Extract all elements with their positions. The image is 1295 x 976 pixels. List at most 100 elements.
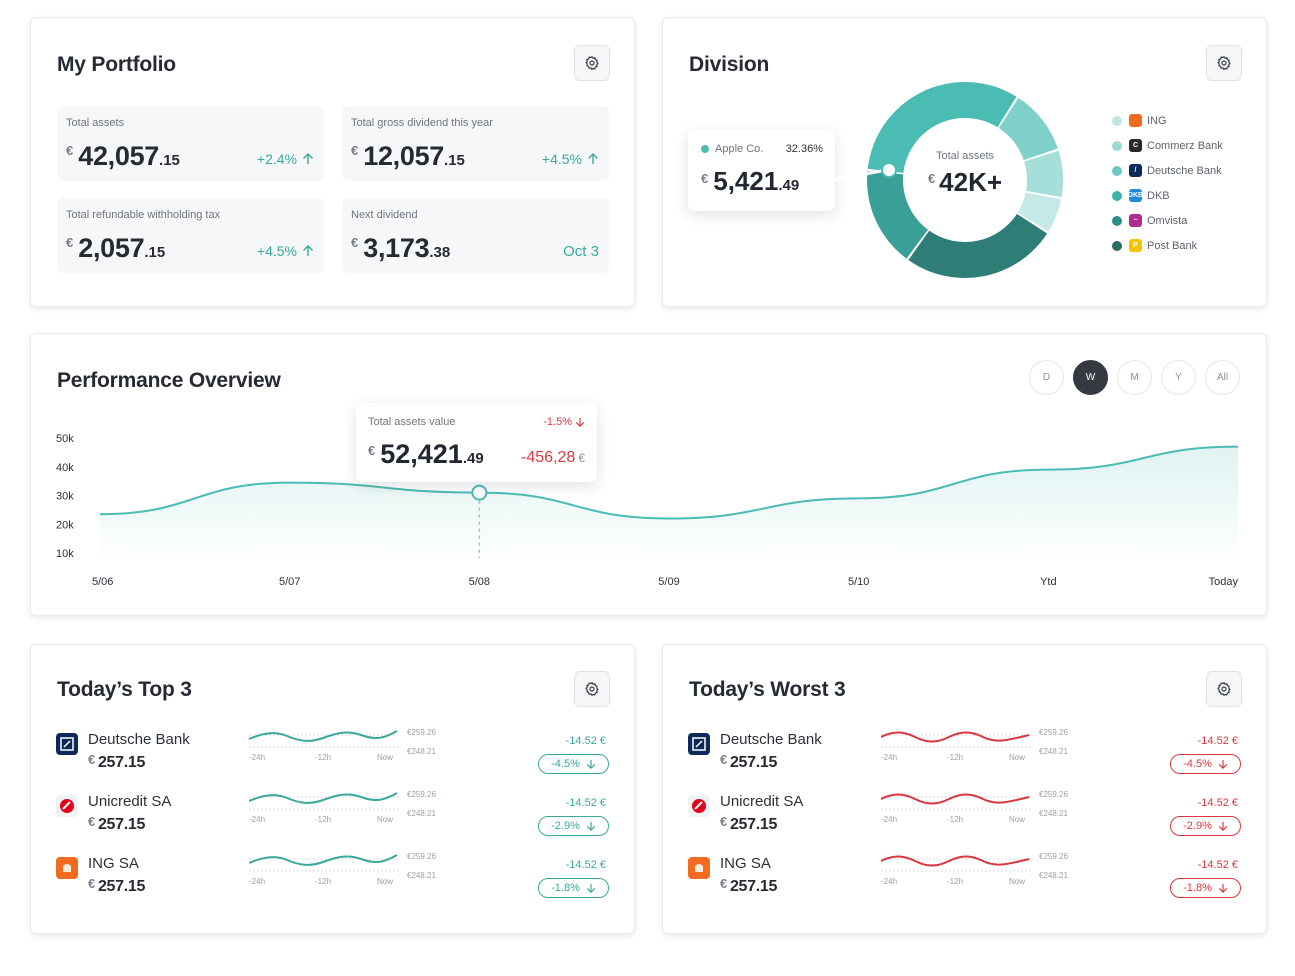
perf-tooltip-change-abs: -456,28 € [521, 449, 585, 466]
donut-slice[interactable] [1017, 192, 1062, 232]
stock-change-pill: -2.9% [538, 816, 609, 836]
stock-name: ING SA [720, 855, 771, 872]
spark-tick: Now [377, 815, 393, 824]
stat-value: €42,057.15 [66, 141, 180, 171]
arrow-down-icon [1218, 759, 1228, 769]
stock-name: Unicredit SA [720, 793, 804, 810]
spark-tick: -24h [249, 815, 265, 824]
stock-delta: -14.52 € [565, 859, 606, 871]
spark-high-label: €259.26 [407, 852, 436, 861]
unicredit-logo-icon [56, 795, 78, 817]
period-button-m[interactable]: M [1117, 360, 1152, 395]
stock-price: €257.15 [720, 752, 778, 771]
period-button-w[interactable]: W [1073, 360, 1108, 395]
spark-tick: -24h [881, 753, 897, 762]
legend-item[interactable]: ING [1112, 108, 1223, 133]
legend-item[interactable]: P Post Bank [1112, 233, 1223, 258]
portfolio-title: My Portfolio [57, 53, 176, 76]
deutsche-bank-logo-icon [688, 733, 710, 755]
period-button-all[interactable]: All [1205, 360, 1240, 395]
bank-logo-icon: DKB [1128, 189, 1143, 202]
y-tick-label: 20k [56, 519, 74, 531]
gear-icon [1217, 681, 1231, 697]
period-button-d[interactable]: D [1029, 360, 1064, 395]
tooltip-value: €5,421.49 [701, 166, 800, 196]
spark-tick: Now [377, 877, 393, 886]
stock-price: €257.15 [88, 814, 146, 833]
sparkline: €259.26 €248.21 -24h -12h Now [249, 790, 436, 824]
donut-slice[interactable] [867, 82, 1017, 173]
bank-logo-icon: / [1129, 164, 1142, 177]
stat-total-assets: Total assets €42,057.15 +2.4% [57, 106, 324, 181]
top3-card: Today’s Top 3 Deutsche Bank €257.15 €259… [30, 644, 635, 934]
stat-change: +2.4% [257, 151, 314, 167]
arrow-up-icon [588, 153, 598, 164]
donut-slice[interactable] [998, 97, 1058, 161]
perf-tooltip-label: Total assets value [368, 416, 456, 428]
spark-tick: Now [1009, 877, 1025, 886]
stat-value: €2,057.15 [66, 233, 166, 263]
arrow-down-icon [586, 821, 596, 831]
stock-change-pill: -1.8% [1170, 878, 1241, 898]
y-tick-label: 50k [56, 433, 74, 445]
area-fill [100, 446, 1238, 563]
portfolio-card: My Portfolio Total assets €42,057.15 +2.… [30, 17, 635, 307]
legend-item[interactable]: ~ Omvista [1112, 208, 1223, 233]
worst3-card: Today’s Worst 3 Deutsche Bank €257.15 €2… [662, 644, 1267, 934]
legend-item[interactable]: / Deutsche Bank [1112, 158, 1223, 183]
bank-logo-icon [1129, 114, 1142, 127]
spark-tick: -24h [881, 877, 897, 886]
bank-logo-icon: C [1129, 139, 1142, 152]
x-tick-label: 5/08 [469, 576, 490, 588]
division-tooltip: Apple Co. 32.36% €5,421.49 [688, 130, 835, 211]
legend-dot [1112, 240, 1122, 251]
ing-logo-icon [56, 857, 78, 879]
stat-next-date: Oct 3 [563, 243, 599, 260]
division-title: Division [689, 53, 770, 76]
stock-delta: -14.52 € [1197, 797, 1238, 809]
sparkline: €259.26 €248.21 -24h -12h Now [249, 728, 436, 762]
top3-settings-button[interactable] [574, 671, 610, 707]
spark-low-label: €248.21 [1039, 747, 1068, 756]
legend-item[interactable]: DKB DKB [1112, 183, 1223, 208]
arrow-up-icon [303, 245, 313, 256]
stock-delta: -14.52 € [565, 797, 606, 809]
performance-tooltip: Total assets value -1.5% €52,421.49 -456… [356, 403, 597, 482]
stock-delta: -14.52 € [565, 735, 606, 747]
worst3-settings-button[interactable] [1206, 671, 1242, 707]
arrow-down-icon [1218, 883, 1228, 893]
stock-price: €257.15 [88, 752, 146, 771]
stat-label: Total refundable withholding tax [66, 209, 221, 221]
portfolio-settings-button[interactable] [574, 45, 610, 81]
donut-slice[interactable] [867, 171, 928, 259]
legend-dot [1112, 190, 1122, 201]
tooltip-name: Apple Co. [715, 143, 764, 155]
donut-slice[interactable] [1024, 150, 1063, 198]
perf-tooltip-value: €52,421.49 [368, 439, 484, 469]
spark-high-label: €259.26 [1039, 728, 1068, 737]
stock-name: Deutsche Bank [88, 731, 190, 748]
donut-slice[interactable] [908, 213, 1048, 278]
donut-center: Total assets €42K+ [915, 150, 1015, 198]
tooltip-dot [701, 145, 709, 153]
performance-title: Performance Overview [57, 369, 281, 392]
spark-tick: -12h [947, 877, 963, 886]
spark-high-label: €259.26 [407, 790, 436, 799]
arrow-down-icon [1218, 821, 1228, 831]
y-tick-label: 40k [56, 462, 74, 474]
spark-tick: -12h [315, 753, 331, 762]
stat-change: +4.5% [257, 243, 314, 259]
legend-label: Post Bank [1147, 239, 1198, 252]
stock-change-pill: -1.8% [538, 878, 609, 898]
arrow-down-icon [586, 759, 596, 769]
unicredit-logo-icon [688, 795, 710, 817]
stat-next-dividend: Next dividend €3,173.38 Oct 3 [342, 198, 609, 273]
x-tick-label: Ytd [1040, 576, 1057, 588]
period-button-y[interactable]: Y [1161, 360, 1196, 395]
highlight-point[interactable] [471, 484, 488, 501]
spark-tick: -24h [249, 753, 265, 762]
legend-item[interactable]: C Commerz Bank [1112, 133, 1223, 158]
x-tick-label: 5/10 [848, 576, 869, 588]
division-settings-button[interactable] [1206, 45, 1242, 81]
legend-label: Omvista [1147, 214, 1188, 227]
